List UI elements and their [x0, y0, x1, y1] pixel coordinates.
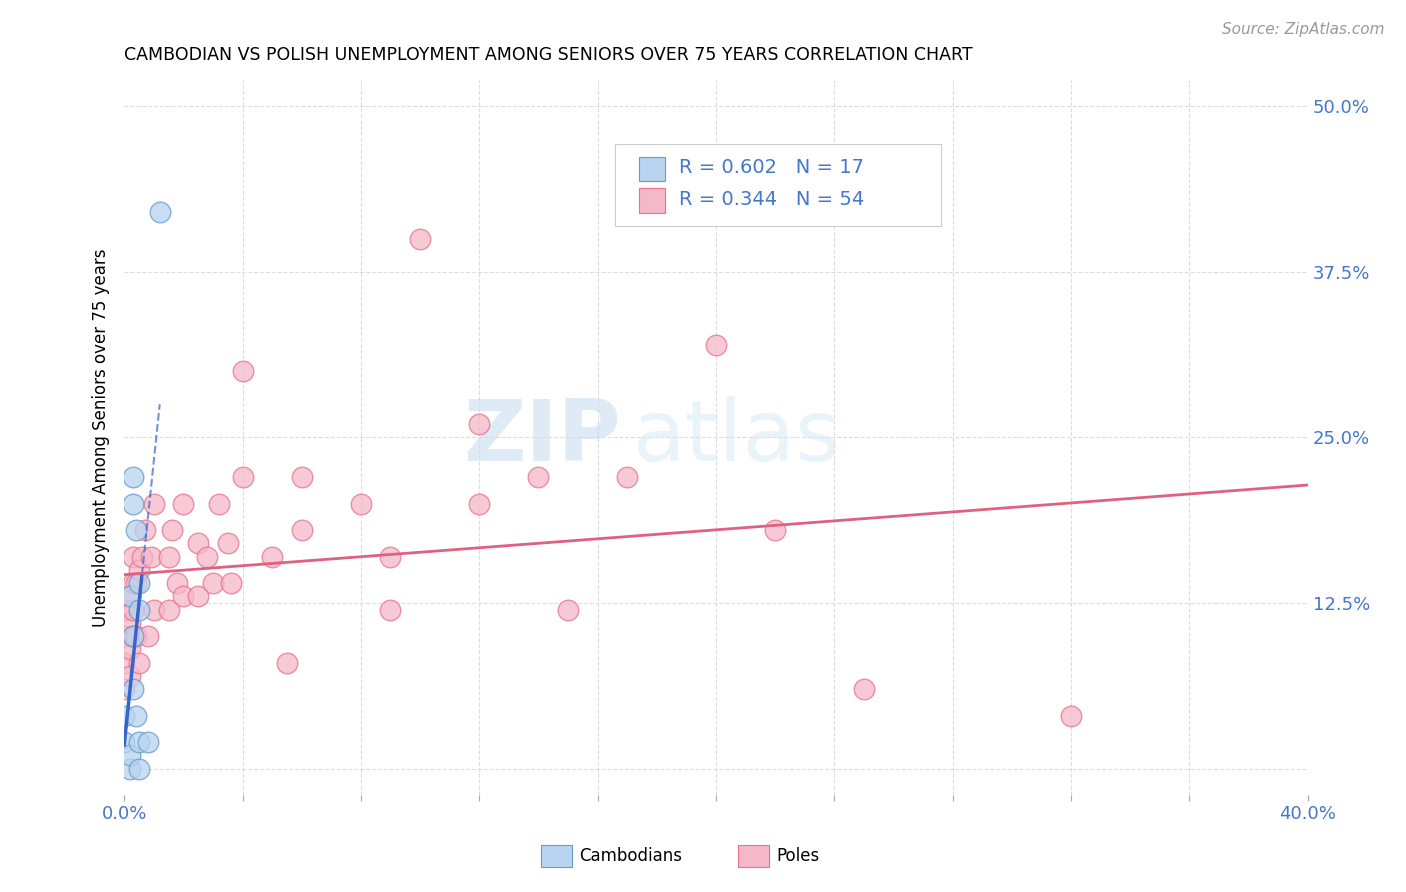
- Point: [128, 656, 150, 670]
- Point: [120, 669, 142, 683]
- Text: CAMBODIAN VS POLISH UNEMPLOYMENT AMONG SENIORS OVER 75 YEARS CORRELATION CHART: CAMBODIAN VS POLISH UNEMPLOYMENT AMONG S…: [124, 46, 973, 64]
- Point: [157, 549, 180, 564]
- Point: [217, 536, 239, 550]
- Point: [128, 576, 150, 591]
- Point: [120, 590, 142, 604]
- Point: [557, 602, 579, 616]
- Point: [112, 708, 135, 723]
- Point: [128, 735, 150, 749]
- Point: [122, 470, 145, 484]
- Point: [122, 549, 145, 564]
- Point: [201, 576, 224, 591]
- Point: [112, 735, 135, 749]
- Point: [112, 602, 135, 616]
- Point: [125, 708, 148, 723]
- Point: [120, 590, 142, 604]
- Point: [142, 497, 165, 511]
- Point: [187, 536, 209, 550]
- Point: [195, 549, 218, 564]
- Point: [704, 337, 727, 351]
- Point: [172, 590, 194, 604]
- Point: [149, 205, 172, 219]
- Text: R = 0.602   N = 17: R = 0.602 N = 17: [679, 158, 865, 178]
- Point: [112, 682, 135, 697]
- Point: [142, 602, 165, 616]
- Point: [120, 748, 142, 763]
- Point: [157, 602, 180, 616]
- Text: R = 0.344   N = 54: R = 0.344 N = 54: [679, 190, 865, 209]
- Point: [160, 523, 183, 537]
- Point: [125, 523, 148, 537]
- Point: [291, 523, 314, 537]
- Point: [763, 523, 786, 537]
- Point: [125, 629, 148, 643]
- Point: [120, 615, 142, 630]
- Point: [120, 762, 142, 776]
- Point: [852, 682, 875, 697]
- Point: [125, 576, 148, 591]
- Point: [112, 656, 135, 670]
- Point: [291, 470, 314, 484]
- Point: [136, 735, 159, 749]
- Point: [208, 497, 231, 511]
- Point: [128, 762, 150, 776]
- Point: [350, 497, 373, 511]
- Text: Cambodians: Cambodians: [579, 847, 682, 865]
- Y-axis label: Unemployment Among Seniors over 75 years: Unemployment Among Seniors over 75 years: [93, 248, 110, 626]
- Point: [122, 602, 145, 616]
- Point: [219, 576, 242, 591]
- Text: Poles: Poles: [776, 847, 820, 865]
- Point: [616, 470, 638, 484]
- Point: [128, 563, 150, 577]
- Point: [120, 642, 142, 657]
- Point: [172, 497, 194, 511]
- FancyBboxPatch shape: [638, 188, 665, 212]
- Point: [187, 590, 209, 604]
- Point: [380, 602, 402, 616]
- Point: [1060, 708, 1083, 723]
- Text: atlas: atlas: [633, 396, 841, 479]
- Point: [134, 523, 156, 537]
- Point: [166, 576, 188, 591]
- Point: [468, 497, 491, 511]
- Point: [276, 656, 298, 670]
- Point: [468, 417, 491, 431]
- Point: [122, 629, 145, 643]
- Point: [527, 470, 550, 484]
- Text: Source: ZipAtlas.com: Source: ZipAtlas.com: [1222, 22, 1385, 37]
- Point: [409, 232, 432, 246]
- Point: [122, 497, 145, 511]
- Point: [380, 549, 402, 564]
- Point: [128, 602, 150, 616]
- Point: [139, 549, 162, 564]
- FancyBboxPatch shape: [616, 144, 941, 227]
- Point: [131, 549, 153, 564]
- Point: [112, 629, 135, 643]
- Point: [136, 629, 159, 643]
- Point: [122, 629, 145, 643]
- Point: [122, 576, 145, 591]
- Point: [262, 549, 284, 564]
- Text: ZIP: ZIP: [464, 396, 621, 479]
- Point: [232, 470, 254, 484]
- Point: [232, 364, 254, 378]
- Point: [122, 682, 145, 697]
- FancyBboxPatch shape: [638, 157, 665, 181]
